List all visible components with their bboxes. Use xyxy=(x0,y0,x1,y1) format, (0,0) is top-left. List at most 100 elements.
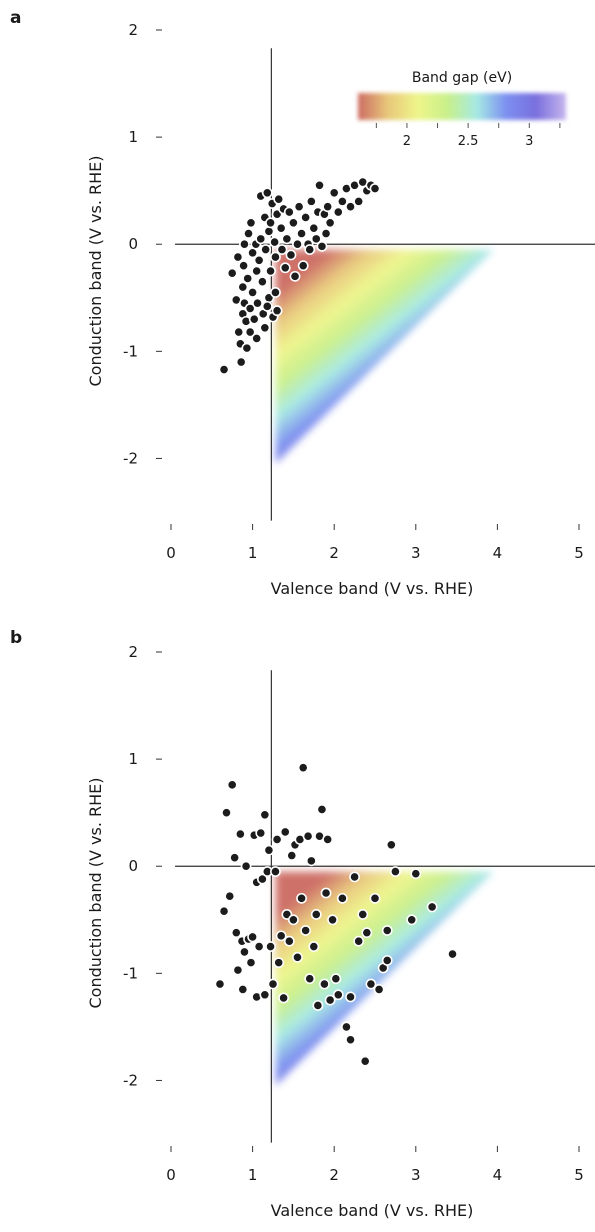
data-point xyxy=(259,989,271,1001)
data-point xyxy=(336,195,348,207)
data-point xyxy=(327,914,338,926)
data-point xyxy=(273,193,285,205)
data-point xyxy=(292,238,303,250)
data-point xyxy=(287,914,299,926)
data-point xyxy=(305,855,317,867)
data-point xyxy=(332,989,344,1001)
data-point xyxy=(251,333,263,344)
data-point xyxy=(214,978,226,990)
data-point xyxy=(322,834,334,845)
data-point xyxy=(271,305,283,317)
data-point xyxy=(229,852,241,864)
colorbar-title: Band gap (eV) xyxy=(412,70,512,86)
y-tick-label: 2 xyxy=(128,643,138,661)
data-point xyxy=(283,206,295,218)
data-point xyxy=(304,973,316,985)
data-point xyxy=(279,262,291,274)
data-point xyxy=(232,964,244,976)
data-point xyxy=(239,946,250,958)
colorbar-tick-label: 2 xyxy=(403,134,411,149)
data-point xyxy=(278,992,290,1004)
data-point xyxy=(283,935,295,947)
data-point xyxy=(320,228,332,239)
data-point xyxy=(239,238,250,250)
data-point xyxy=(286,850,298,861)
data-point xyxy=(369,183,381,194)
data-point xyxy=(233,326,245,338)
y-tick-label: -2 xyxy=(123,1071,138,1089)
data-point xyxy=(369,892,381,904)
data-point xyxy=(243,228,254,239)
data-point xyxy=(322,201,334,213)
data-point xyxy=(255,233,267,245)
data-point xyxy=(332,206,344,218)
data-point xyxy=(381,925,393,936)
y-tick-label: 1 xyxy=(128,750,138,768)
data-point xyxy=(263,225,275,237)
data-point xyxy=(247,931,258,943)
data-point xyxy=(269,236,281,248)
x-tick-label: 2 xyxy=(329,1166,339,1184)
data-point xyxy=(247,287,258,298)
data-point xyxy=(237,983,249,995)
data-point xyxy=(359,1055,371,1067)
data-point xyxy=(314,179,325,191)
data-point xyxy=(328,187,340,199)
data-point xyxy=(345,201,356,213)
data-point xyxy=(267,978,279,990)
data-point xyxy=(324,217,336,229)
data-point xyxy=(241,342,253,354)
data-point xyxy=(237,281,249,293)
data-point xyxy=(302,830,314,842)
data-point xyxy=(271,834,283,845)
x-axis-title: Valence band (V vs. RHE) xyxy=(271,579,474,598)
x-tick-label: 3 xyxy=(411,544,421,562)
data-point xyxy=(308,222,320,234)
data-point xyxy=(381,955,393,966)
data-point xyxy=(245,957,257,969)
data-point xyxy=(320,887,332,899)
data-point xyxy=(345,1034,356,1046)
data-point xyxy=(235,356,247,368)
data-point xyxy=(341,1021,352,1033)
y-tick-label: 0 xyxy=(128,235,138,253)
data-point xyxy=(259,809,271,821)
data-point xyxy=(275,222,287,234)
data-point xyxy=(297,762,309,774)
data-point xyxy=(316,804,328,815)
data-point xyxy=(385,839,397,851)
y-tick-label: 2 xyxy=(128,21,138,39)
scatter-chart-b: -2 -1 0 1 2 0 1 2 3 4 5 Valence band (V vs. RHE) Con… xyxy=(86,643,595,1220)
panel-label-b: b xyxy=(10,628,23,648)
data-point xyxy=(300,212,312,223)
y-tick-label: -1 xyxy=(123,342,138,360)
colorbar-tick-label: 2.5 xyxy=(458,134,479,149)
data-point xyxy=(253,254,265,266)
data-point xyxy=(259,322,271,334)
data-point xyxy=(281,233,293,245)
data-point xyxy=(289,270,301,282)
data-point xyxy=(221,807,232,819)
data-point xyxy=(261,187,273,199)
data-point xyxy=(234,828,246,840)
data-point xyxy=(353,195,365,207)
data-point xyxy=(270,287,281,298)
data-point xyxy=(256,873,268,885)
data-point xyxy=(230,927,242,939)
x-tick-label: 5 xyxy=(574,1166,584,1184)
colorbar-tick-label: 3 xyxy=(525,134,533,149)
data-point xyxy=(251,265,263,277)
data-point xyxy=(406,914,418,926)
data-point xyxy=(252,297,263,309)
x-tick-label: 1 xyxy=(248,1166,258,1184)
data-point xyxy=(304,244,316,255)
data-point xyxy=(300,925,312,936)
band-gap-region xyxy=(275,249,494,464)
data-point xyxy=(292,951,303,963)
data-point xyxy=(253,941,265,952)
data-point xyxy=(263,844,275,856)
data-point xyxy=(296,228,307,239)
data-point xyxy=(297,260,309,272)
y-tick-label: 0 xyxy=(128,857,138,875)
x-tick-label: 0 xyxy=(166,1166,176,1184)
